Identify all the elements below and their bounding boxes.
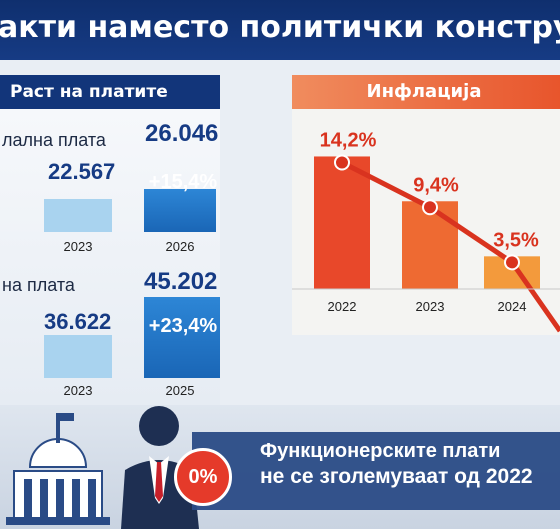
wage-chart-1-growth: +15,4% [148, 171, 218, 193]
wage-chart-2-value-2025: 45.202 [144, 268, 218, 295]
wage-chart-2-year-2023: 2023 [63, 383, 93, 398]
inflation-label-2022: 14,2% [320, 129, 377, 151]
wage-chart-1-bar-2026 [144, 189, 216, 232]
inflation-point-2024 [504, 254, 520, 271]
inflation-bar-2023 [402, 201, 458, 289]
wage-chart-1-label: лална плата [2, 130, 106, 150]
wages-tab-label: Раст на платите [10, 82, 168, 102]
wage-chart-1-value-2023: 22.567 [48, 159, 116, 184]
bottom-message-line-2: не се зголемуваат од 2022 [260, 465, 533, 488]
wage-chart-2-bar-2025 [144, 297, 220, 378]
wage-chart-2-growth: +23,4% [148, 315, 218, 337]
wage-chart-1-value-2026: 26.046 [145, 120, 219, 147]
page-title: акти наместо политички конструкци [0, 10, 560, 45]
wage-chart-2-bar-2023 [44, 335, 112, 378]
bottom-message: Функционерските плати не се зголемуваат … [260, 438, 533, 490]
inflation-year-2024: 2024 [498, 299, 527, 314]
wages-panel: Раст на платите лална плата 22.567 26.04… [0, 75, 220, 405]
inflation-year-2023: 2023 [416, 299, 445, 314]
inflation-label-2024: 3,5% [493, 229, 539, 251]
wage-chart-1-year-2023: 2023 [63, 239, 93, 254]
inflation-point-2023 [422, 199, 438, 216]
zero-percent-badge: 0% [174, 448, 232, 506]
inflation-point-2022 [334, 154, 350, 171]
parliament-building-icon [6, 413, 110, 525]
wage-chart-1-bar-2023 [44, 199, 112, 232]
inflation-tab-label: Инфлација [366, 81, 482, 102]
inflation-label-2023: 9,4% [413, 174, 459, 196]
bottom-message-line-1: Функционерските плати [260, 440, 501, 462]
inflation-year-2022: 2022 [328, 299, 357, 314]
header-banner: акти наместо политички конструкци [0, 0, 560, 60]
wage-chart-2-value-2023: 36.622 [44, 309, 112, 334]
bottom-message-band [192, 432, 560, 510]
wage-chart-2-year-2025: 2025 [165, 383, 195, 398]
inflation-bar-2022 [314, 156, 370, 289]
inflation-trend-line [340, 160, 560, 333]
inflation-tab: Инфлација [292, 75, 560, 109]
wage-chart-1-year-2026: 2026 [165, 239, 195, 254]
wages-tab: Раст на платите [0, 75, 220, 109]
inflation-panel: Инфлација 14,2% 9,4% 3,5% 2022 2023 2024 [292, 75, 560, 335]
wage-chart-2-label: на плата [2, 275, 75, 295]
inflation-chart: 14,2% 9,4% 3,5% 2022 2023 2024 [292, 129, 560, 333]
